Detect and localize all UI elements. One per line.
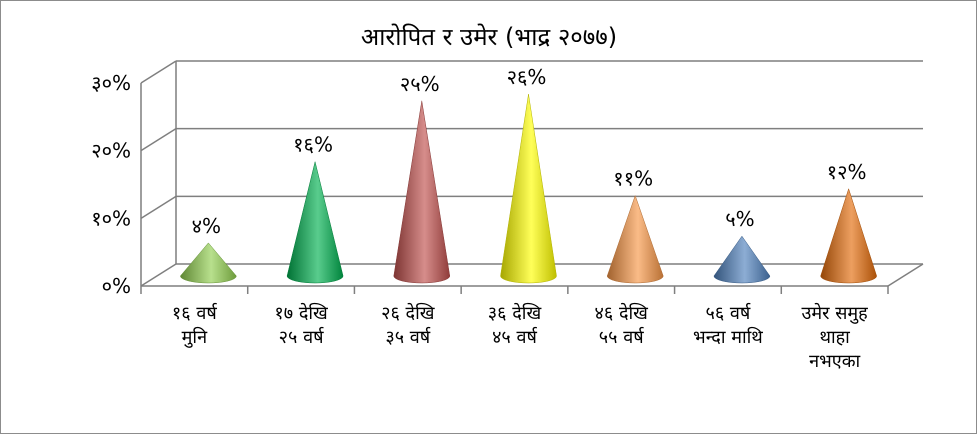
cone-bar bbox=[820, 187, 877, 284]
data-label: १२% bbox=[827, 160, 867, 184]
chart-title: आरोपित र उमेर (भाद्र २०७७) bbox=[361, 23, 617, 51]
cone-bar bbox=[180, 242, 237, 284]
cone-series bbox=[180, 94, 877, 284]
x-tick-label: ३६ देखि ४५ वर्ष bbox=[488, 302, 542, 348]
y-tick-label: ०% bbox=[102, 274, 131, 298]
data-label: २६% bbox=[507, 65, 547, 89]
data-label: ४% bbox=[192, 214, 221, 238]
data-labels: ४% १६% २५% २६% ११% ५% १२% bbox=[192, 65, 867, 238]
x-tick-label: ५६ वर्ष भन्दा माथि bbox=[693, 302, 763, 348]
x-tick-label: १७ देखि २५ वर्ष bbox=[274, 302, 328, 348]
x-tick-label: १६ वर्ष मुनि bbox=[172, 302, 218, 348]
plot-walls bbox=[140, 60, 924, 294]
side-gridline bbox=[140, 128, 177, 152]
cone-bar bbox=[393, 100, 451, 284]
side-gridline bbox=[140, 263, 177, 287]
side-gridline bbox=[140, 60, 177, 84]
data-label: १६% bbox=[293, 133, 333, 157]
side-gridline bbox=[140, 195, 177, 219]
y-tick-label: १०% bbox=[91, 206, 131, 230]
x-axis-categories: १६ वर्ष मुनि १७ देखि २५ वर्ष २६ देखि ३५ वर्ष ३… bbox=[172, 302, 868, 372]
cone-bar bbox=[713, 235, 771, 284]
data-label: ५% bbox=[725, 207, 754, 231]
cone-bar bbox=[606, 194, 664, 284]
data-label: २५% bbox=[400, 72, 440, 96]
x-tick-label: ४६ देखि ५५ वर्ष bbox=[595, 302, 649, 348]
cone-bar bbox=[286, 161, 344, 284]
y-axis-ticks: ०% १०% २०% ३०% bbox=[91, 71, 131, 298]
y-tick-label: ३०% bbox=[91, 71, 131, 95]
floor-right-edge bbox=[887, 263, 924, 287]
cone-bar bbox=[500, 94, 557, 284]
y-tick-label: २०% bbox=[91, 139, 131, 163]
x-tick-label: उमेर समुह थाहा नभएका bbox=[802, 302, 869, 372]
x-tick-label: २६ देखि ३५ वर्ष bbox=[381, 302, 435, 348]
data-label: ११% bbox=[613, 167, 653, 191]
